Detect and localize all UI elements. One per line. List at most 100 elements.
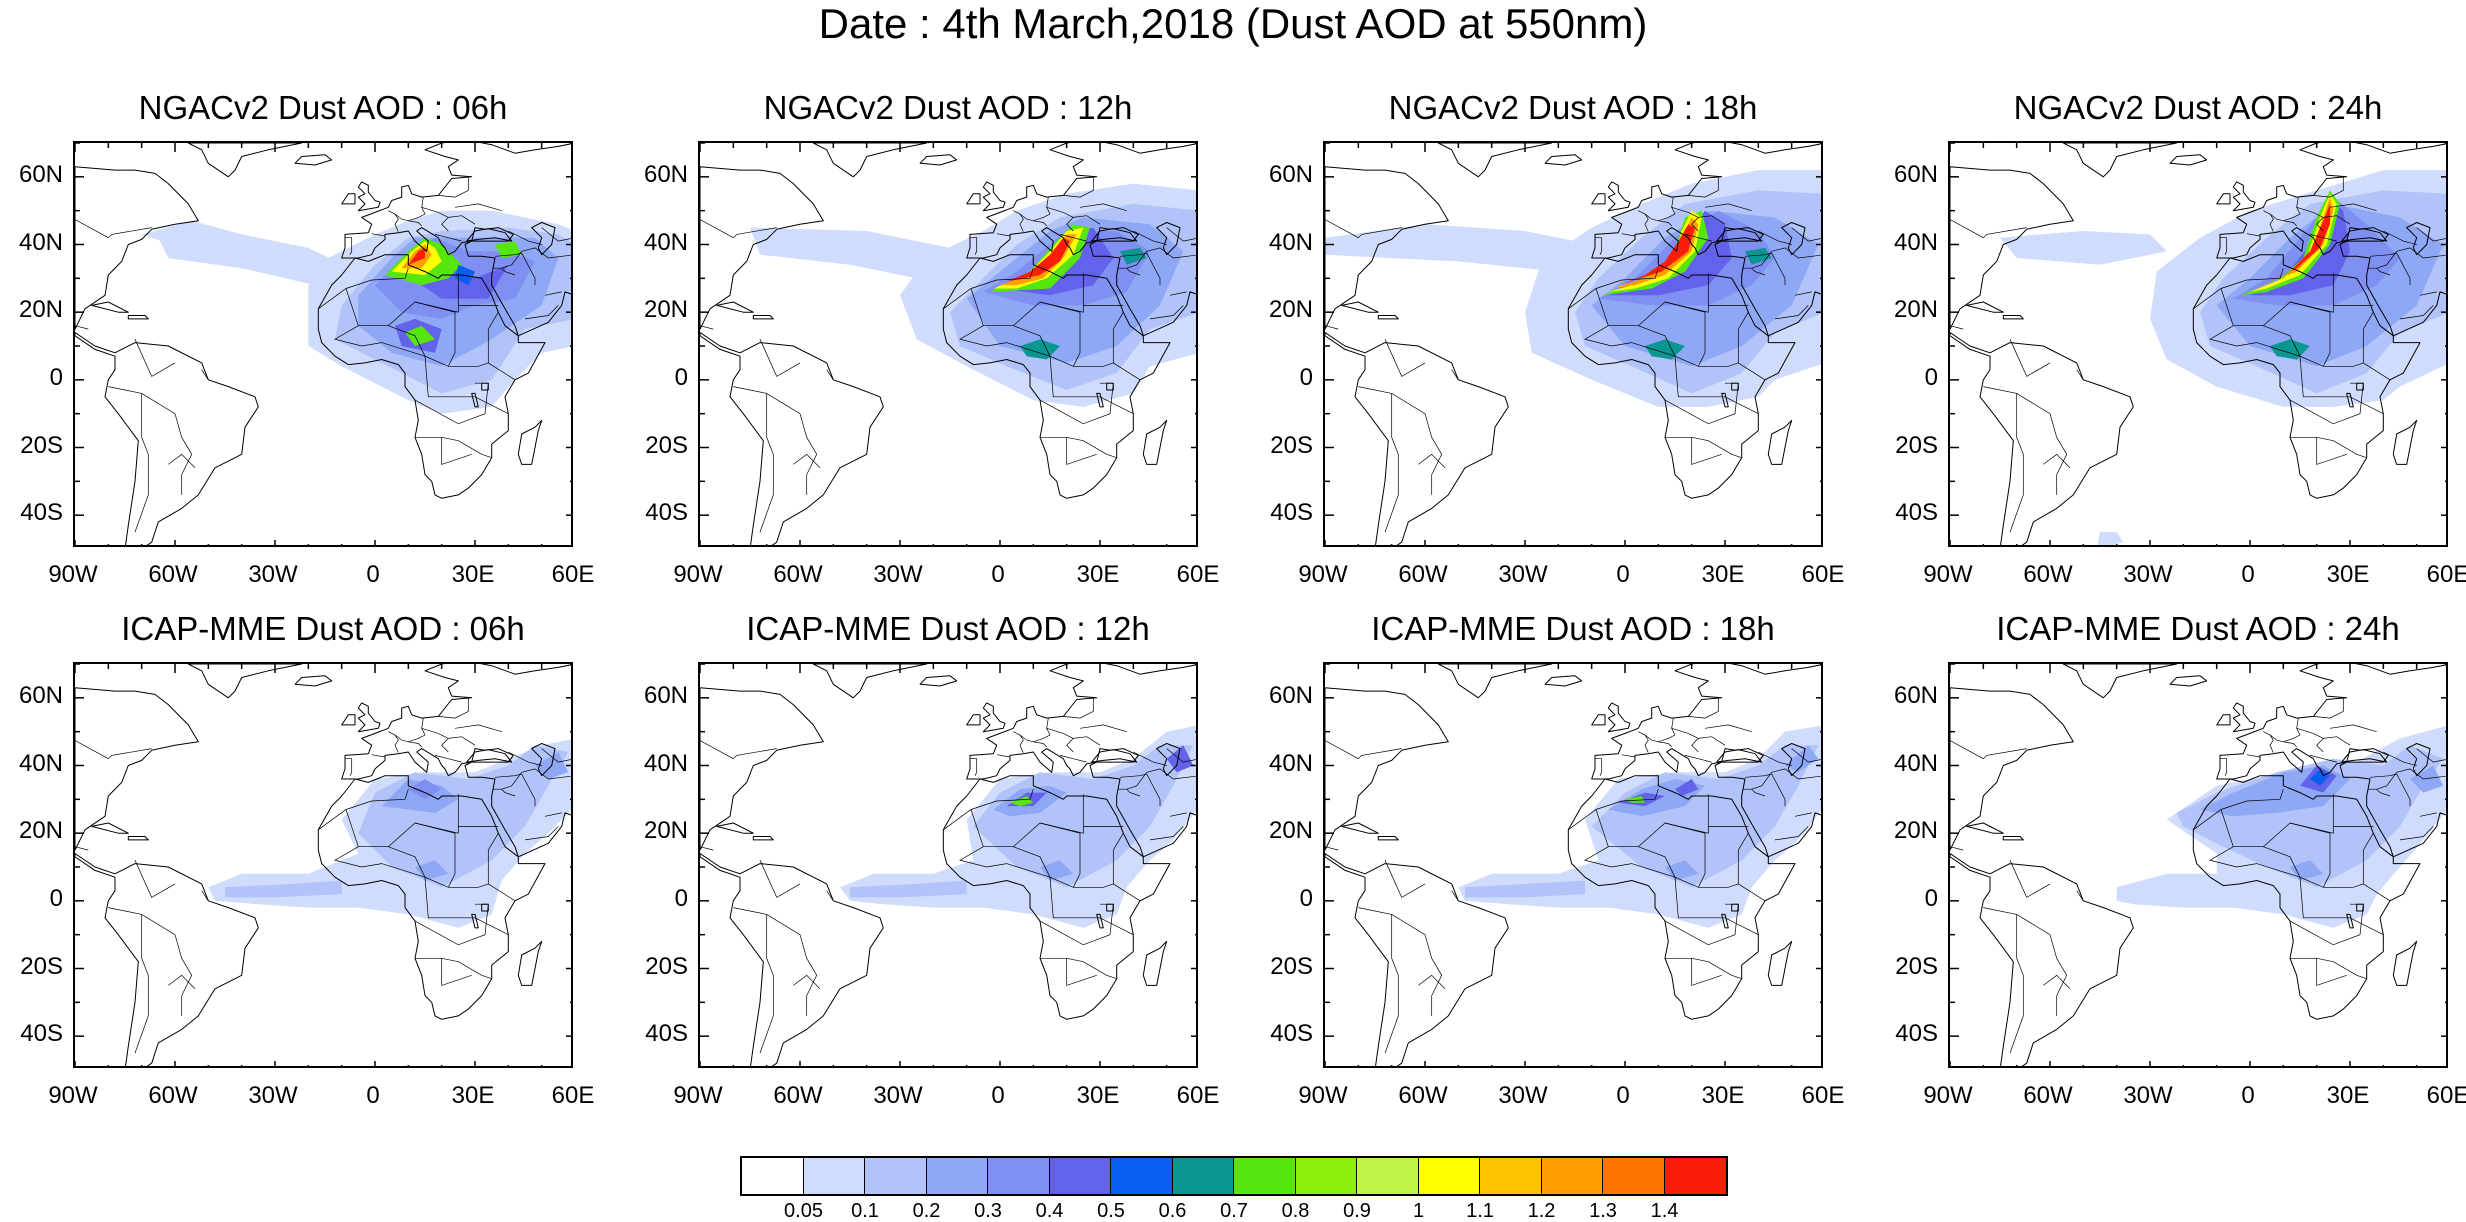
- border-line: [826, 890, 834, 901]
- dust-aod-map: [73, 662, 573, 1068]
- border-line: [2313, 697, 2344, 719]
- colorbar-label: 0.5: [1097, 1200, 1125, 1222]
- coastline: [341, 193, 356, 205]
- border-line: [408, 220, 422, 227]
- border-line: [488, 362, 516, 381]
- border-line: [1384, 914, 1399, 1054]
- border-line: [1063, 212, 1101, 225]
- colorbar-box: [1049, 1158, 1111, 1194]
- aod-contour: [1325, 224, 1592, 272]
- border-line: [1595, 237, 1603, 255]
- coastline: [942, 775, 1171, 1020]
- lat-tick-label: 0: [1924, 363, 1938, 391]
- lon-tick-label: 60E: [1801, 1082, 1845, 1109]
- border-line: [524, 305, 559, 320]
- lon-tick-label: 0: [991, 1082, 1005, 1109]
- border-line: [1049, 356, 1134, 415]
- border-line: [2383, 751, 2417, 766]
- border-line: [1063, 697, 1094, 719]
- lon-tick-label: 60E: [1801, 561, 1845, 588]
- border-line: [501, 788, 516, 797]
- lon-tick-label: 60W: [773, 1082, 823, 1109]
- coastline: [700, 687, 824, 851]
- lake-outline: [471, 392, 479, 408]
- border-line: [759, 393, 774, 533]
- border-line: [388, 210, 399, 232]
- lake-outline: [466, 228, 513, 242]
- coastlines: [75, 143, 571, 545]
- aod-contour: [141, 220, 242, 252]
- panel-title: NGACv2 Dust AOD : 18h: [1388, 89, 1758, 126]
- border-line: [759, 860, 801, 898]
- border-line: [1063, 733, 1101, 746]
- coastlines: [75, 664, 571, 1066]
- panel-title: NGACv2 Dust AOD : 06h: [138, 89, 508, 126]
- border-line: [1059, 234, 1087, 242]
- border-line: [970, 809, 1114, 888]
- colorbar-label: 1.2: [1527, 1200, 1556, 1222]
- lon-tick-label: 30W: [873, 561, 923, 588]
- coastline: [294, 675, 333, 687]
- border-line: [1738, 883, 1766, 902]
- aod-colorbar: [740, 1156, 1728, 1196]
- border-line: [494, 773, 522, 778]
- border-line: [134, 914, 149, 1054]
- border-line: [2362, 833, 2374, 884]
- border-line: [2313, 176, 2344, 198]
- border-line: [1166, 748, 1196, 763]
- border-line: [1418, 974, 1446, 990]
- colorbar-label: 1.4: [1650, 1200, 1679, 1222]
- border-line: [1119, 252, 1147, 257]
- border-line: [1146, 252, 1161, 286]
- border-line: [75, 219, 152, 239]
- aod-contour: [1040, 860, 1074, 881]
- border-line: [943, 268, 1034, 310]
- lat-tick-label: 60N: [1893, 681, 1938, 709]
- lake-outline: [2406, 743, 2431, 777]
- border-line: [345, 809, 489, 888]
- border-line: [1738, 362, 1766, 381]
- border-line: [1325, 219, 1402, 239]
- lon-tick-label: 60W: [2023, 561, 2073, 588]
- border-line: [508, 751, 542, 766]
- border-line: [1595, 288, 1739, 367]
- aod-contour: [495, 241, 522, 258]
- border-line: [1664, 382, 1739, 425]
- border-line: [441, 738, 449, 753]
- map-canvas: [75, 664, 571, 1066]
- border-line: [1658, 741, 1672, 748]
- aod-contour: [1465, 880, 1585, 898]
- border-line: [408, 741, 422, 748]
- lat-tick-label: 20S: [1270, 431, 1313, 459]
- border-line: [700, 740, 777, 760]
- border-line: [1013, 731, 1024, 753]
- lat-tick-label: 60N: [18, 160, 63, 188]
- lon-tick-label: 60W: [773, 561, 823, 588]
- border-line: [2316, 738, 2324, 753]
- border-line: [1013, 794, 1084, 847]
- lon-tick-label: 30W: [248, 1082, 298, 1109]
- border-line: [201, 369, 209, 380]
- aod-contour: [2176, 745, 2444, 888]
- coastline: [1341, 301, 1379, 313]
- border-line: [487, 312, 499, 363]
- map-canvas: [1950, 664, 2446, 1066]
- coastline: [1341, 822, 1379, 834]
- border-line: [334, 846, 426, 878]
- border-line: [1059, 755, 1087, 763]
- lake-outline: [2406, 222, 2431, 256]
- lon-tick-label: 30E: [1076, 561, 1120, 588]
- lon-tick-label: 60E: [551, 561, 595, 588]
- colorbar-label: 0.05: [784, 1200, 823, 1222]
- coastline: [1591, 664, 1821, 858]
- coastline: [517, 940, 543, 986]
- border-line: [943, 789, 1034, 831]
- lat-tick-label: 20N: [1268, 296, 1313, 324]
- coastline: [752, 315, 774, 320]
- lat-tick-label: 0: [49, 363, 63, 391]
- border-line: [1638, 731, 1649, 753]
- coastlines: [1325, 664, 1821, 1066]
- aod-contour: [2410, 765, 2444, 793]
- coastline: [919, 154, 958, 166]
- map-canvas: [1950, 143, 2446, 545]
